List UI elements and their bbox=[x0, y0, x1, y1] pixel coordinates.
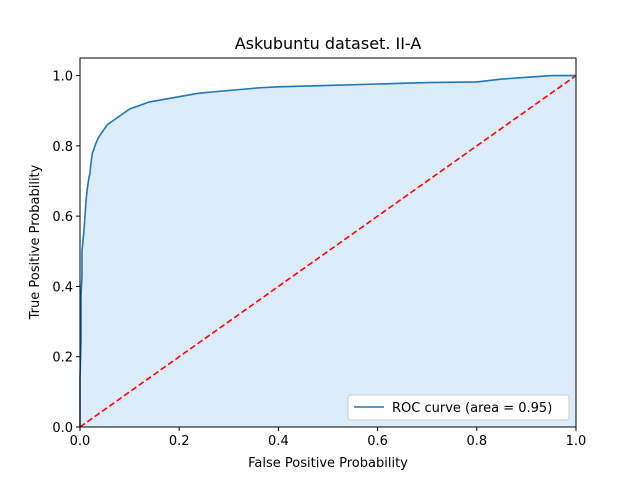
y-axis: 0.0 0.2 0.4 0.6 0.8 1.0 bbox=[52, 70, 80, 436]
x-tick-label: 0.2 bbox=[169, 434, 190, 449]
x-tick-label: 0.4 bbox=[268, 434, 289, 449]
y-tick-label: 0.8 bbox=[52, 140, 73, 155]
legend-box bbox=[347, 394, 570, 421]
legend: ROC curve (area = 0.95) bbox=[347, 394, 570, 421]
x-tick-label: 0.6 bbox=[367, 434, 388, 449]
x-axis-label: False Positive Probability bbox=[248, 456, 408, 471]
y-tick-label: 0.2 bbox=[52, 351, 73, 366]
axes-frame bbox=[79, 57, 577, 428]
diagonal-reference-line bbox=[79, 74, 577, 428]
legend-label: ROC curve (area = 0.95) bbox=[392, 401, 552, 416]
y-axis-label: True Positive Probability bbox=[28, 164, 43, 320]
x-tick-label: 0.8 bbox=[466, 434, 487, 449]
plot-area bbox=[79, 74, 577, 428]
x-tick-label: 1.0 bbox=[566, 434, 587, 449]
y-tick-label: 1.0 bbox=[52, 70, 73, 85]
chart-title: Askubuntu dataset. II-A bbox=[235, 34, 422, 53]
y-tick-label: 0.6 bbox=[52, 210, 73, 225]
x-tick-label: 0.0 bbox=[70, 434, 91, 449]
y-tick-label: 0.4 bbox=[52, 280, 73, 295]
x-axis: 0.0 0.2 0.4 0.6 0.8 1.0 bbox=[70, 427, 587, 449]
y-tick-label: 0.0 bbox=[52, 421, 73, 436]
roc-curve-line bbox=[79, 74, 576, 427]
